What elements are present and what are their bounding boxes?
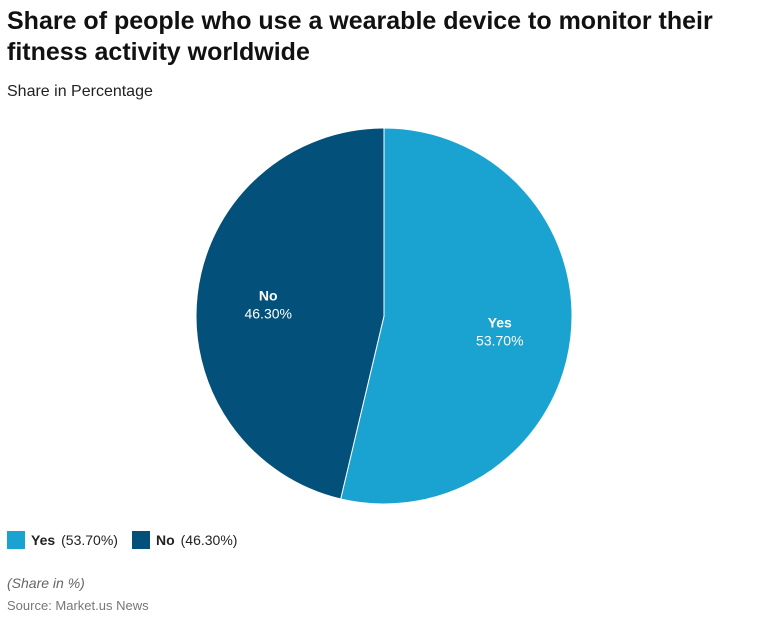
legend: Yes (53.70%) No (46.30%) bbox=[7, 531, 237, 549]
pie-slice-no[interactable] bbox=[195, 127, 385, 500]
legend-swatch bbox=[131, 531, 150, 549]
chart-subtitle: Share in Percentage bbox=[7, 83, 153, 100]
chart-note: (Share in %) bbox=[7, 575, 85, 591]
legend-value: (53.70%) bbox=[61, 532, 118, 548]
legend-value: (46.30%) bbox=[180, 532, 238, 548]
legend-item-yes[interactable]: Yes (53.70%) bbox=[7, 531, 118, 549]
pie-slice-yes[interactable] bbox=[340, 127, 573, 505]
data-label-value: 53.70% bbox=[476, 333, 523, 349]
legend-item-no[interactable]: No (46.30%) bbox=[131, 531, 238, 549]
chart-source: Source: Market.us News bbox=[7, 598, 149, 613]
data-label-value: 46.30% bbox=[244, 305, 291, 321]
chart-title: Share of people who use a wearable devic… bbox=[7, 7, 713, 66]
data-label-name: Yes bbox=[488, 315, 512, 331]
legend-swatch bbox=[7, 531, 25, 549]
legend-label: Yes bbox=[31, 532, 56, 548]
legend-label: No bbox=[155, 532, 175, 548]
data-label-name: No bbox=[259, 287, 278, 303]
